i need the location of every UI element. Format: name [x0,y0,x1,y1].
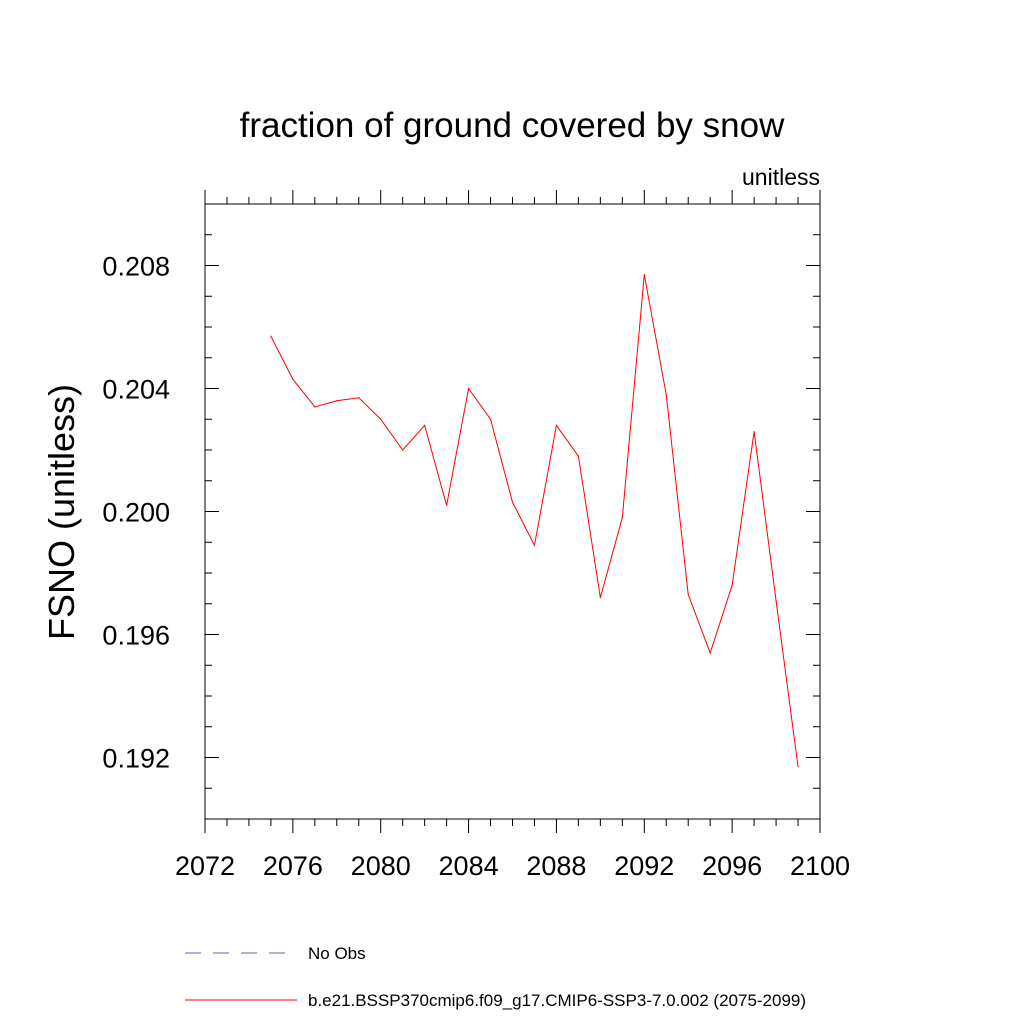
data-point [314,406,316,408]
x-tick-label: 2076 [263,851,323,881]
data-point [665,394,667,396]
data-point [511,501,514,503]
y-tick-label: 0.192 [102,744,170,774]
data-point [709,652,711,654]
data-point [643,274,645,276]
units-label: unitless [742,164,820,190]
data-point [424,424,426,426]
data-point [336,400,338,402]
data-point [555,424,558,426]
x-tick-label: 2092 [614,851,674,881]
x-tick-label: 2088 [526,851,586,881]
plot-frame [204,203,821,820]
data-point [621,517,623,519]
y-tick-label: 0.204 [102,375,170,405]
data-point [402,449,404,451]
data-point [270,335,272,337]
legend-label: b.e21.BSSP370cmip6.f09_g17.CMIP6-SSP3-7.… [308,991,806,1010]
data-point [577,455,579,457]
data-point [489,418,492,420]
data-point [467,387,470,390]
data-point [753,430,755,433]
data-point [731,584,733,586]
data-series [270,274,799,768]
x-tick-label: 2096 [702,851,762,881]
legend: No Obs b.e21.BSSP370cmip6.f09_g17.CMIP6-S… [185,944,806,1010]
data-point [533,544,536,546]
x-tick-label: 2072 [175,851,235,881]
legend-label: No Obs [308,944,366,963]
data-point [380,418,382,420]
data-point [292,378,294,380]
data-point [687,593,689,596]
axis-ticks [204,190,821,833]
y-tick-label: 0.208 [102,252,170,282]
data-point [446,504,448,506]
x-tick-label: 2084 [439,851,499,881]
y-tick-label: 0.200 [102,498,170,528]
x-tick-label: 2100 [790,851,850,881]
data-point [797,766,799,768]
y-tick-label: 0.196 [102,621,170,651]
x-tick-label: 2080 [351,851,411,881]
data-point [775,600,777,602]
axis-tick-labels: 2072 2076 2080 2084 2088 2092 2096 2100 0.192 0.1… [102,252,850,882]
data-point [599,597,601,599]
chart-title: fraction of ground covered by snow [240,106,785,145]
y-axis-label: FSNO (unitless) [41,384,82,640]
data-point [358,397,360,399]
series-line [270,274,799,767]
